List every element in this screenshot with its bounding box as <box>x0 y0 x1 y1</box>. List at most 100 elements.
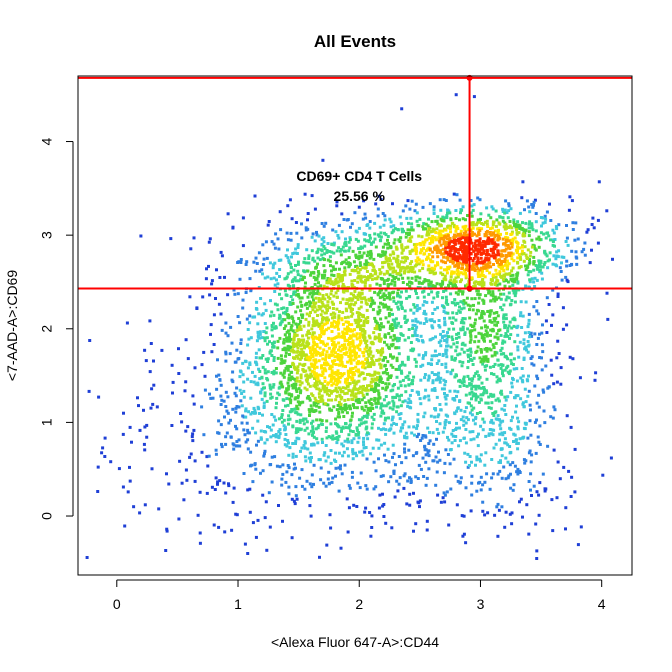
event-point <box>318 458 322 462</box>
event-point <box>145 423 149 427</box>
event-point <box>210 279 214 283</box>
event-point <box>417 262 421 266</box>
event-point <box>354 356 358 360</box>
event-point <box>417 463 421 467</box>
event-point <box>530 222 534 226</box>
event-point <box>354 301 358 305</box>
event-point <box>482 387 486 391</box>
event-point <box>348 272 352 276</box>
event-point <box>261 493 265 497</box>
event-point <box>193 366 197 370</box>
event-point <box>543 489 547 493</box>
event-point <box>501 265 505 269</box>
event-point <box>434 335 437 339</box>
event-point <box>322 331 326 335</box>
event-point <box>387 345 391 349</box>
event-point <box>398 215 402 219</box>
event-point <box>475 458 479 462</box>
event-point <box>432 212 436 215</box>
event-point <box>415 451 419 455</box>
event-point <box>485 334 489 338</box>
event-point <box>296 368 300 372</box>
event-point <box>455 345 459 349</box>
event-point <box>374 245 378 249</box>
event-point <box>283 443 287 447</box>
event-point <box>382 279 386 283</box>
event-point <box>418 505 421 509</box>
event-point <box>281 318 285 321</box>
event-point <box>539 259 543 263</box>
event-point <box>400 230 404 234</box>
event-point <box>396 291 400 295</box>
event-point <box>350 354 354 358</box>
event-point <box>322 453 326 457</box>
event-point <box>151 402 155 406</box>
event-point <box>400 243 404 247</box>
event-point <box>348 352 352 355</box>
event-point <box>498 469 502 473</box>
event-point <box>331 371 335 375</box>
event-point <box>364 298 368 302</box>
event-point <box>389 324 392 328</box>
event-point <box>241 373 245 377</box>
event-point <box>359 319 363 322</box>
event-point <box>365 392 369 396</box>
event-point <box>287 414 291 418</box>
event-point <box>503 260 506 263</box>
event-point <box>436 415 440 419</box>
event-point <box>167 482 171 486</box>
event-point <box>479 397 483 401</box>
event-point <box>409 480 413 483</box>
event-point <box>470 204 474 208</box>
event-point <box>311 346 315 350</box>
event-point <box>433 267 436 271</box>
event-point <box>383 370 387 374</box>
event-point <box>314 266 318 270</box>
event-point <box>351 312 355 316</box>
event-point <box>392 269 396 273</box>
event-point <box>364 358 368 361</box>
event-point <box>251 370 254 374</box>
event-point <box>512 218 516 222</box>
event-point <box>470 329 474 333</box>
event-point <box>282 341 286 345</box>
event-point <box>403 472 407 476</box>
event-point <box>558 477 562 481</box>
event-point <box>506 357 510 361</box>
event-point <box>334 377 338 381</box>
event-point <box>299 401 303 405</box>
event-point <box>287 485 291 489</box>
event-point <box>462 234 466 238</box>
event-point <box>478 411 482 414</box>
event-point <box>373 221 377 225</box>
event-point <box>503 525 507 529</box>
event-point <box>319 298 323 302</box>
event-point <box>445 340 449 344</box>
event-point <box>516 260 520 264</box>
event-point <box>274 371 278 375</box>
event-point <box>412 491 415 495</box>
event-point <box>321 441 324 444</box>
event-point <box>475 234 479 238</box>
event-point <box>227 421 231 425</box>
event-point <box>397 346 401 350</box>
event-point <box>324 430 328 433</box>
event-point <box>474 396 478 400</box>
event-point <box>341 425 345 429</box>
event-point <box>541 323 544 327</box>
event-point <box>242 415 246 419</box>
event-point <box>392 452 396 456</box>
event-point <box>339 335 343 339</box>
event-point <box>368 220 372 223</box>
event-point <box>248 510 252 514</box>
event-point <box>459 300 463 304</box>
event-point <box>452 342 456 346</box>
event-point <box>344 237 347 241</box>
event-point <box>308 384 312 388</box>
event-point <box>395 356 399 360</box>
event-point <box>286 272 290 276</box>
event-point <box>566 243 570 247</box>
event-point <box>377 426 380 430</box>
event-point <box>319 399 323 403</box>
event-point <box>509 486 513 490</box>
